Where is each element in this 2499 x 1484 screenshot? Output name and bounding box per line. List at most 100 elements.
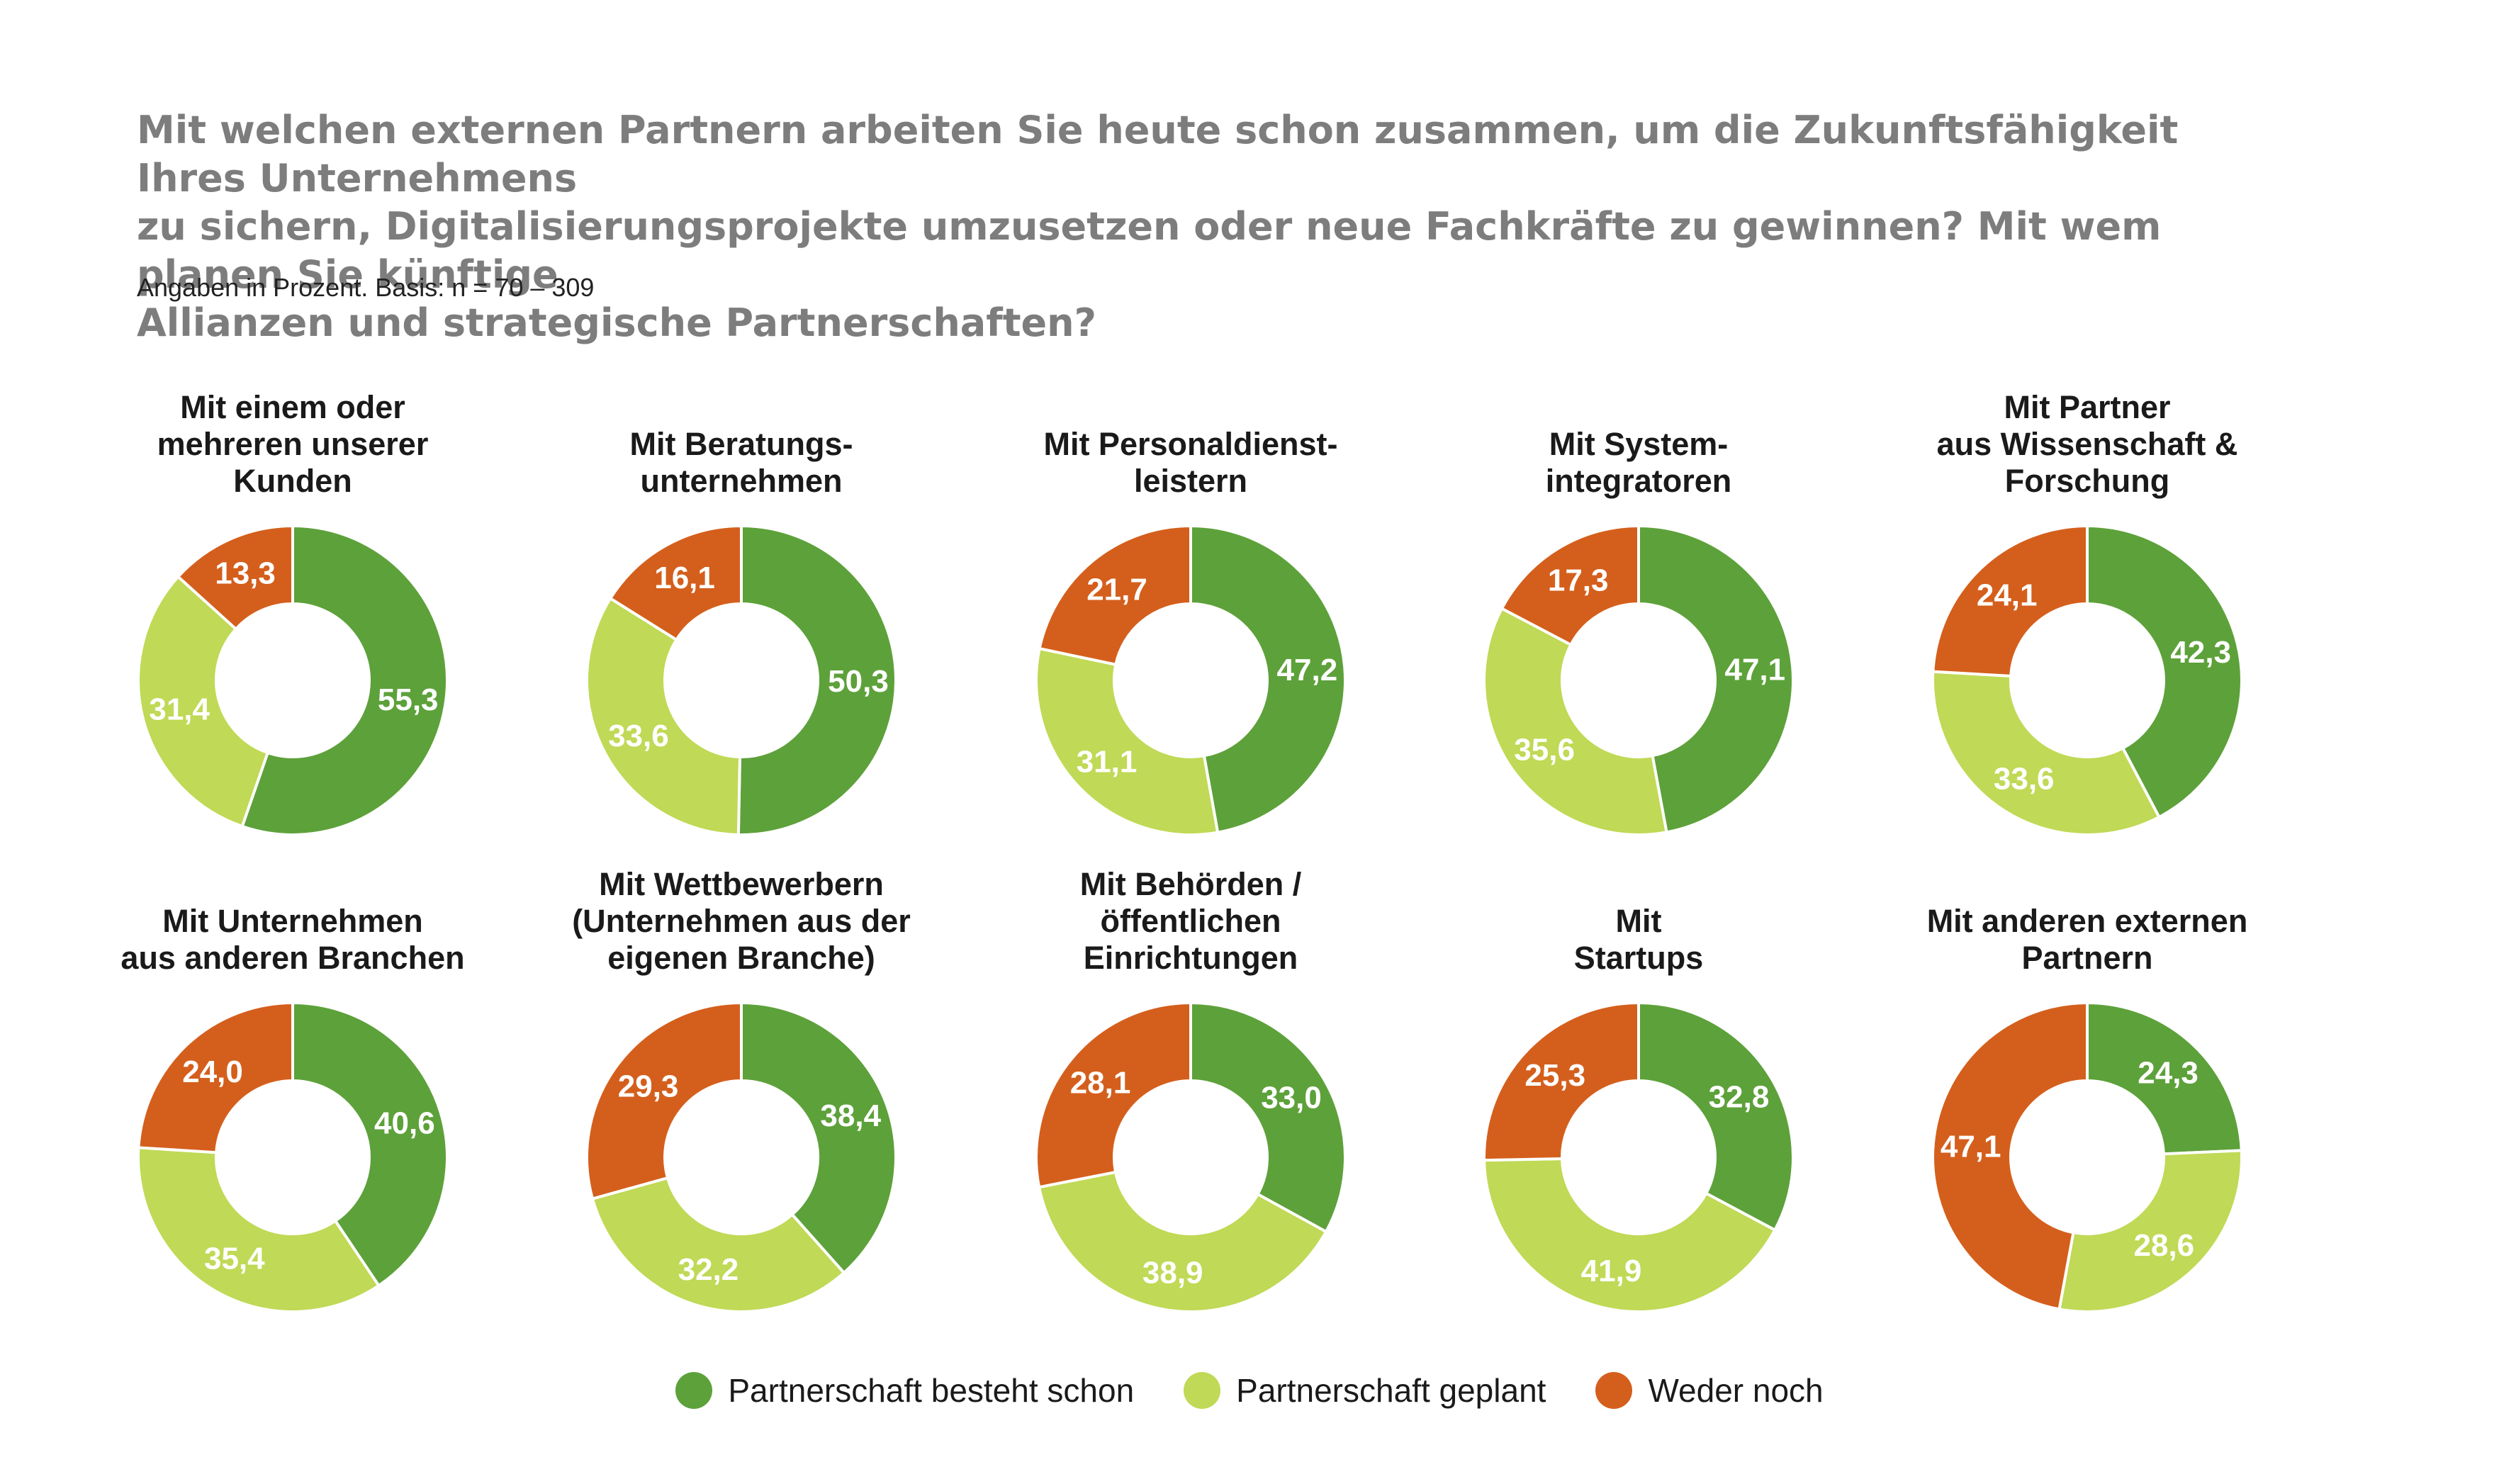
donut-panel: Mit Partner aus Wissenschaft & Forschung [1889,0,2286,500]
donut-slice-geplant [137,1146,381,1313]
slice-value-label: 24,3 [2138,1055,2198,1090]
legend-item-besteht: Partnerschaft besteht schon [675,1371,1134,1410]
donut-slice-weder [585,1001,743,1201]
slice-value-label: 29,3 [618,1069,679,1104]
slice-value-label: 47,1 [1724,652,1785,687]
slice-value-label: 13,3 [215,556,276,591]
donut-slice-besteht [736,524,898,836]
donut-title: Mit System- integratoren [1545,426,1732,499]
donut-chart: 24,3 28,6 47,1 [1931,1001,2243,1313]
donut-title: Mit Beratungs- unternehmen [629,426,853,499]
donut-slice-weder [1483,1001,1640,1162]
donut-slice-geplant [1035,646,1220,836]
donut-slice-weder [137,1001,294,1154]
donut-slice-besteht [740,1001,897,1275]
slice-value-label: 21,7 [1086,572,1147,607]
slice-value-label: 40,6 [374,1106,435,1140]
donut-chart: 42,3 33,6 24,1 [1931,524,2243,836]
donut-panel: Mit einem oder mehreren unserer Kunden [94,0,491,500]
donut-panel: Mit System- integratoren [1440,0,1837,500]
donut-slice-geplant [585,596,742,837]
legend-swatch-besteht [675,1372,713,1409]
donut-panel: Mit Unternehmen aus anderen Branchen [94,0,491,977]
donut-chart: 47,1 35,6 17,3 [1483,524,1795,836]
donut-slice-weder [1035,1001,1192,1189]
slice-value-label: 47,2 [1277,653,1338,687]
donut-chart: 32,8 41,9 25,3 [1482,1001,1795,1313]
chart-subtitle: Angaben in Prozent. Basis: n = 70 – 309 [137,273,595,302]
donut-panel: Mit Behörden / öffentlichen Einrichtunge… [992,0,1389,977]
legend-swatch-weder [1595,1372,1633,1409]
donut-slice-geplant [1931,670,2162,836]
slice-value-label: 24,0 [182,1055,243,1089]
slice-value-label: 41,9 [1581,1254,1642,1288]
slice-value-label: 31,4 [149,692,210,727]
donut-slice-besteht [1637,524,1795,834]
slice-value-label: 32,8 [1709,1080,1770,1115]
donut-slice-weder [1038,524,1192,667]
donut-slice-geplant [1037,1170,1328,1313]
donut-chart: 33,0 38,9 28,1 [1035,1001,1347,1313]
donut-slice-besteht [1637,1001,1795,1232]
slice-value-label: 32,2 [678,1252,739,1287]
slice-value-label: 33,6 [608,719,669,753]
slice-value-label: 35,6 [1514,732,1575,767]
donut-title: Mit einem oder mehreren unserer Kunden [157,389,429,499]
donut-slice-weder [1931,1001,2089,1311]
donut-slice-geplant [2057,1149,2243,1313]
donut-chart: 40,6 35,4 24,0 [137,1001,449,1313]
chart-title: Mit welchen externen Partnern arbeiten S… [137,108,2179,345]
slice-value-label: 31,1 [1077,744,1138,779]
slice-value-label: 16,1 [654,561,715,595]
donut-chart: 47,2 31,1 21,7 [1035,524,1347,836]
donut-slice-besteht [2086,1001,2243,1156]
slice-value-label: 33,0 [1261,1081,1322,1115]
slice-value-label: 55,3 [378,682,439,717]
slice-value-label: 50,3 [828,664,889,699]
slice-value-label: 38,9 [1142,1256,1203,1291]
legend-item-weder: Weder noch [1595,1371,1824,1410]
slice-value-label: 47,1 [1941,1129,2001,1164]
donut-slice-weder [1931,524,2089,678]
legend-label: Partnerschaft geplant [1236,1372,1546,1409]
legend-label: Partnerschaft besteht schon [728,1372,1135,1409]
donut-slice-besteht [1189,524,1347,834]
donut-title: Mit Unternehmen aus anderen Branchen [120,903,465,976]
donut-slice-geplant [590,1176,846,1313]
donut-slice-geplant [137,574,270,828]
donut-chart: 55,3 31,4 13,3 [137,524,449,836]
donut-panel: Mit Beratungs- unternehmen [543,0,940,500]
donut-panel: Mit anderen externen Partnern [1889,0,2286,977]
donut-panel: Mit Personaldienst- leistern [992,0,1389,500]
slice-value-label: 42,3 [2170,635,2231,670]
slice-value-label: 38,4 [820,1098,881,1133]
donut-panel: Mit Wettbewerbern (Unternehmen aus der e… [543,0,940,977]
legend: Partnerschaft besteht schon Partnerschaf… [0,1371,2499,1410]
donut-slice-besteht [1189,1001,1347,1234]
donut-slice-weder [1500,524,1640,647]
donut-slice-geplant [1483,606,1668,836]
slice-value-label: 17,3 [1548,563,1609,597]
slice-value-label: 25,3 [1524,1058,1585,1093]
donut-chart: 50,3 33,6 16,1 [585,524,898,837]
donut-title: Mit Partner aus Wissenschaft & Forschung [1936,389,2238,499]
legend-swatch-geplant [1184,1372,1221,1409]
slice-value-label: 28,6 [2134,1228,2195,1263]
donut-panel: Mit Startups [1440,0,1837,977]
slice-value-label: 24,1 [1977,578,2038,613]
donut-title: Mit Personaldienst- leistern [1043,426,1338,499]
donut-chart: 38,4 32,2 29,3 [585,1001,897,1313]
legend-label: Weder noch [1648,1372,1824,1409]
donut-title: Mit Startups [1573,903,1704,976]
donut-title: Mit anderen externen Partnern [1926,903,2248,976]
donut-title: Mit Wettbewerbern (Unternehmen aus der e… [572,866,911,976]
donut-slice-besteht [291,1001,449,1288]
legend-item-geplant: Partnerschaft geplant [1184,1371,1546,1410]
donut-slice-besteht [2086,524,2243,819]
donut-title: Mit Behörden / öffentlichen Einrichtunge… [1079,866,1302,976]
donut-slice-weder [176,524,294,631]
slice-value-label: 33,6 [1994,761,2055,796]
slice-value-label: 35,4 [204,1242,265,1276]
slice-value-label: 28,1 [1070,1066,1131,1101]
donut-slice-geplant [1482,1157,1778,1313]
